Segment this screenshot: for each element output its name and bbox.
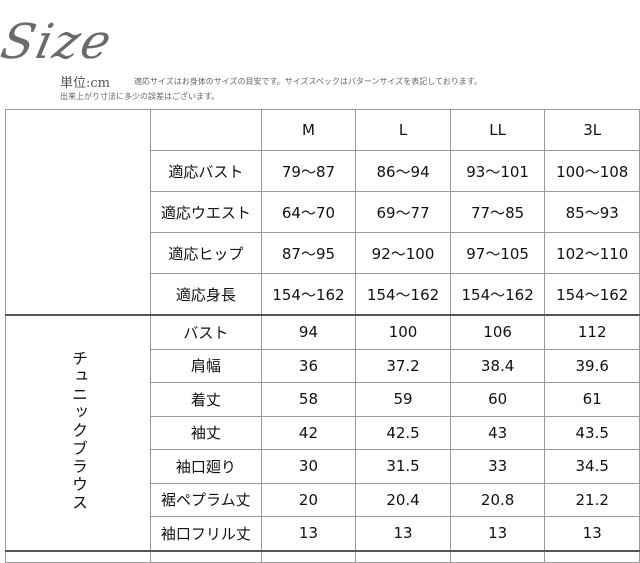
table-row: 袖口フリル丈 13 13 13 13 [6, 516, 640, 551]
empty-cell [5, 549, 151, 563]
row-label: 適応バスト [150, 150, 262, 192]
value-cell: 59 [355, 382, 451, 417]
value-cell: 100〜108 [544, 150, 640, 192]
table-row: 適応身長 154〜162 154〜162 154〜162 154〜162 [6, 273, 640, 316]
value-cell: 31.5 [355, 449, 451, 484]
column-header: LL [449, 109, 546, 151]
value-cell: 97〜105 [449, 232, 546, 274]
size-note: 適応サイズはお身体のサイズの目安です。サイズスペックはパターンサイズを表記してお… [134, 77, 482, 86]
row-label: 肩幅 [150, 348, 262, 383]
value-cell: 60 [449, 382, 546, 417]
value-cell: 64〜70 [260, 191, 357, 233]
value-cell: 42.5 [355, 415, 451, 450]
value-cell: 34.5 [544, 449, 640, 484]
value-cell: 154〜162 [355, 273, 451, 316]
value-cell: 106 [449, 314, 546, 350]
header-row: M L LL 3L [5, 109, 640, 316]
value-cell: 86〜94 [355, 150, 451, 192]
column-header: L [355, 109, 451, 151]
value-cell: 154〜162 [544, 273, 640, 316]
group-label: チュニックブラウス [69, 349, 88, 512]
value-cell: 42 [260, 415, 357, 450]
value-cell: 79〜87 [260, 150, 357, 192]
table-row: 適応ヒップ 87〜95 92〜100 97〜105 102〜110 [6, 232, 640, 274]
value-cell: 43.5 [544, 415, 640, 450]
tolerance-note: 出来上がり寸法に多少の誤差はございます。 [60, 92, 220, 101]
table-row: 裾ペプラム丈 20 20.4 20.8 21.2 [6, 482, 640, 517]
column-header: 3L [544, 109, 640, 151]
value-cell: 37.2 [355, 348, 451, 383]
empty-cell [260, 549, 357, 563]
value-cell: 94 [260, 314, 357, 350]
value-cell: 30 [260, 449, 357, 484]
empty-cell [544, 549, 640, 563]
value-cell: 20.4 [355, 482, 451, 517]
value-cell: 58 [260, 382, 357, 417]
table-row [5, 549, 640, 563]
value-cell: 61 [544, 382, 640, 417]
value-cell: 154〜162 [449, 273, 546, 316]
value-cell: 33 [449, 449, 546, 484]
value-cell: 38.4 [449, 348, 546, 383]
value-cell: 13 [260, 516, 357, 551]
table-row: 肩幅 36 37.2 38.4 39.6 [6, 348, 640, 383]
row-label: バスト [150, 314, 262, 350]
empty-cell [5, 109, 151, 316]
value-cell: 21.2 [544, 482, 640, 517]
row-label: 着丈 [150, 382, 262, 417]
table-row: 適応バスト 79〜87 86〜94 93〜101 100〜108 [6, 150, 640, 192]
row-label: 適応身長 [150, 273, 262, 316]
value-cell: 43 [449, 415, 546, 450]
group-label-cell: チュニックブラウス [5, 314, 151, 551]
table-row: チュニックブラウス バスト 94 100 106 112 [5, 314, 640, 551]
column-header: M [260, 109, 357, 151]
value-cell: 13 [544, 516, 640, 551]
unit-label: 単位:cm [60, 76, 110, 91]
value-cell: 13 [449, 516, 546, 551]
table-row: 着丈 58 59 60 61 [6, 382, 640, 417]
empty-cell [449, 549, 546, 563]
value-cell: 77〜85 [449, 191, 546, 233]
empty-cell [150, 109, 262, 151]
size-table: M L LL 3L 適応バスト 79〜87 86〜94 93〜101 100〜108 適応ウエスト… [5, 109, 640, 563]
value-cell: 13 [355, 516, 451, 551]
row-label: 適応ヒップ [150, 232, 262, 274]
value-cell: 20 [260, 482, 357, 517]
size-logo: Size [0, 14, 118, 70]
empty-cell [355, 549, 451, 563]
value-cell: 85〜93 [544, 191, 640, 233]
value-cell: 39.6 [544, 348, 640, 383]
value-cell: 100 [355, 314, 451, 350]
row-label: 袖丈 [150, 415, 262, 450]
row-label: 袖口廻り [150, 449, 262, 484]
value-cell: 154〜162 [260, 273, 357, 316]
value-cell: 102〜110 [544, 232, 640, 274]
row-label: 袖口フリル丈 [150, 516, 262, 551]
value-cell: 20.8 [449, 482, 546, 517]
value-cell: 87〜95 [260, 232, 357, 274]
value-cell: 93〜101 [449, 150, 546, 192]
empty-cell [150, 549, 262, 563]
value-cell: 112 [544, 314, 640, 350]
value-cell: 36 [260, 348, 357, 383]
table-row: 適応ウエスト 64〜70 69〜77 77〜85 85〜93 [6, 191, 640, 233]
value-cell: 92〜100 [355, 232, 451, 274]
row-label: 裾ペプラム丈 [150, 482, 262, 517]
row-label: 適応ウエスト [150, 191, 262, 233]
value-cell: 69〜77 [355, 191, 451, 233]
